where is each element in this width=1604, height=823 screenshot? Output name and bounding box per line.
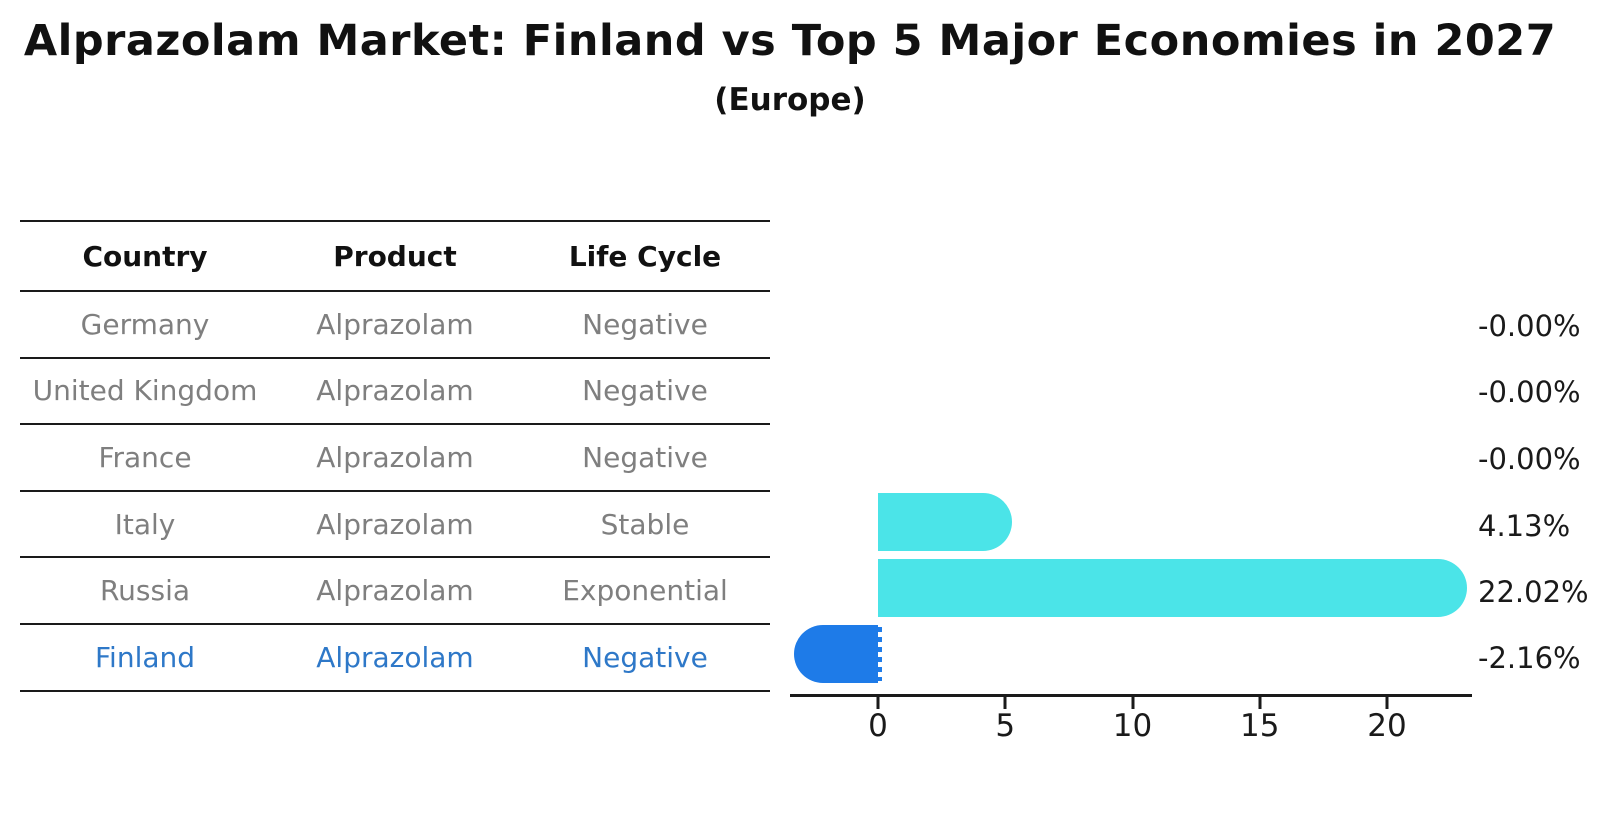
column-header-lifecycle: Life Cycle — [568, 239, 722, 273]
table-row-germany: Germany Alprazolam Negative — [20, 292, 770, 359]
cell-lifecycle: Negative — [582, 440, 708, 474]
x-axis-tick-mark — [1131, 697, 1134, 709]
cell-product: Alprazolam — [316, 574, 474, 608]
bar-italy — [878, 493, 1013, 551]
cell-lifecycle: Negative — [582, 374, 708, 408]
chart-subtitle: (Europe) — [714, 82, 866, 118]
bar-russia — [878, 559, 1468, 617]
x-axis-tick-label: 5 — [995, 708, 1016, 744]
x-axis-tick-mark — [1003, 697, 1007, 709]
table-row-united-kingdom: United Kingdom Alprazolam Negative — [20, 359, 770, 426]
cell-lifecycle: Negative — [582, 640, 708, 674]
x-axis-tick-mark — [1385, 697, 1389, 709]
x-axis-tick-label: 20 — [1367, 708, 1407, 744]
cell-lifecycle: Stable — [600, 507, 690, 541]
x-axis-line — [790, 694, 1472, 697]
x-axis-tick-label: 10 — [1112, 708, 1153, 744]
cell-country: Finland — [94, 640, 196, 674]
table-row-russia: Russia Alprazolam Exponential — [20, 558, 770, 625]
cell-product: Alprazolam — [316, 507, 474, 541]
x-axis-tick-label: 15 — [1240, 708, 1280, 744]
cell-lifecycle: Negative — [582, 307, 708, 341]
cell-country: United Kingdom — [32, 374, 258, 408]
table-row-italy: Italy Alprazolam Stable — [20, 492, 770, 559]
bar-value-label: -0.00% — [1478, 309, 1581, 343]
table-row-france: France Alprazolam Negative — [20, 425, 770, 492]
column-header-product: Product — [333, 239, 457, 273]
bar-value-label: -2.16% — [1478, 641, 1581, 675]
bar-value-label: 4.13% — [1478, 509, 1571, 543]
bar-finland — [794, 625, 882, 683]
cell-country: Italy — [114, 507, 176, 541]
cell-country: Germany — [80, 307, 210, 341]
bar-value-label: -0.00% — [1478, 375, 1581, 409]
bar-value-label: -0.00% — [1478, 442, 1581, 476]
x-axis-tick-mark — [1258, 697, 1262, 709]
table-row-finland: Finland Alprazolam Negative — [20, 625, 770, 692]
cell-product: Alprazolam — [316, 640, 474, 674]
country-table: Country Product Life Cycle Germany Alpra… — [20, 220, 770, 692]
chart-title: Alprazolam Market: Finland vs Top 5 Majo… — [23, 16, 1557, 66]
bar-value-label: 22.02% — [1478, 575, 1589, 609]
table-header-row: Country Product Life Cycle — [20, 222, 770, 292]
dashed-edge — [873, 627, 882, 681]
x-axis-tick-label: 0 — [868, 708, 888, 744]
x-axis-tick-mark — [876, 697, 880, 709]
column-header-country: Country — [82, 239, 208, 273]
cell-country: Russia — [99, 574, 191, 608]
cell-product: Alprazolam — [316, 440, 474, 474]
cell-country: France — [98, 440, 192, 474]
cell-product: Alprazolam — [316, 307, 474, 341]
cell-product: Alprazolam — [316, 374, 474, 408]
cell-lifecycle: Exponential — [562, 574, 728, 608]
